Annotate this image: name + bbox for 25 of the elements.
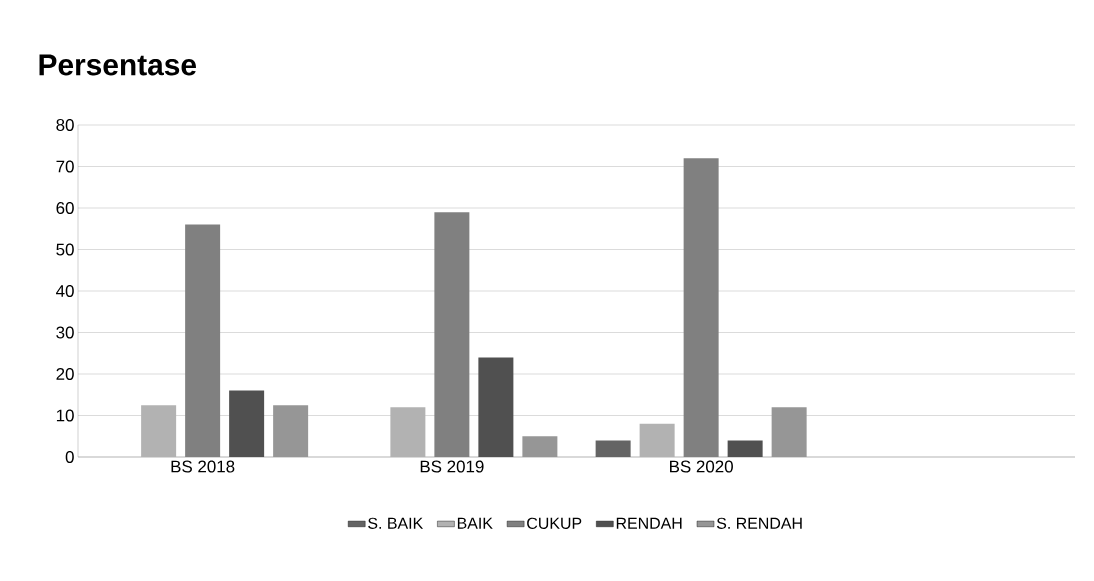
y-tick-label: 50 bbox=[56, 243, 74, 256]
y-tick-label: 10 bbox=[56, 409, 74, 422]
chart-title: Persentase bbox=[39, 54, 196, 76]
bar bbox=[727, 440, 763, 457]
y-tick-label: 60 bbox=[56, 202, 74, 214]
bar bbox=[595, 440, 631, 457]
bar bbox=[390, 407, 426, 457]
y-tick-label: 80 bbox=[56, 119, 74, 131]
bar bbox=[639, 423, 675, 457]
x-tick-label: BS 2019 bbox=[420, 460, 484, 473]
legend-label: S. RENDAH bbox=[716, 517, 802, 529]
bar bbox=[478, 357, 514, 457]
legend-label: S. BAIK bbox=[368, 517, 424, 529]
legend-label: BAIK bbox=[457, 517, 493, 529]
y-tick-label: 30 bbox=[56, 326, 74, 339]
x-tick-label: BS 2020 bbox=[670, 460, 733, 473]
y-tick-label: 70 bbox=[56, 160, 74, 173]
bar bbox=[141, 405, 177, 457]
y-tick-label: 40 bbox=[56, 285, 74, 297]
bar bbox=[229, 390, 265, 457]
y-tick-label: 20 bbox=[56, 368, 74, 380]
y-tick-label: 0 bbox=[65, 451, 74, 463]
x-tick-label: BS 2018 bbox=[171, 460, 235, 473]
legend-label: RENDAH bbox=[616, 517, 682, 529]
legend-label: CUKUP bbox=[527, 517, 582, 529]
